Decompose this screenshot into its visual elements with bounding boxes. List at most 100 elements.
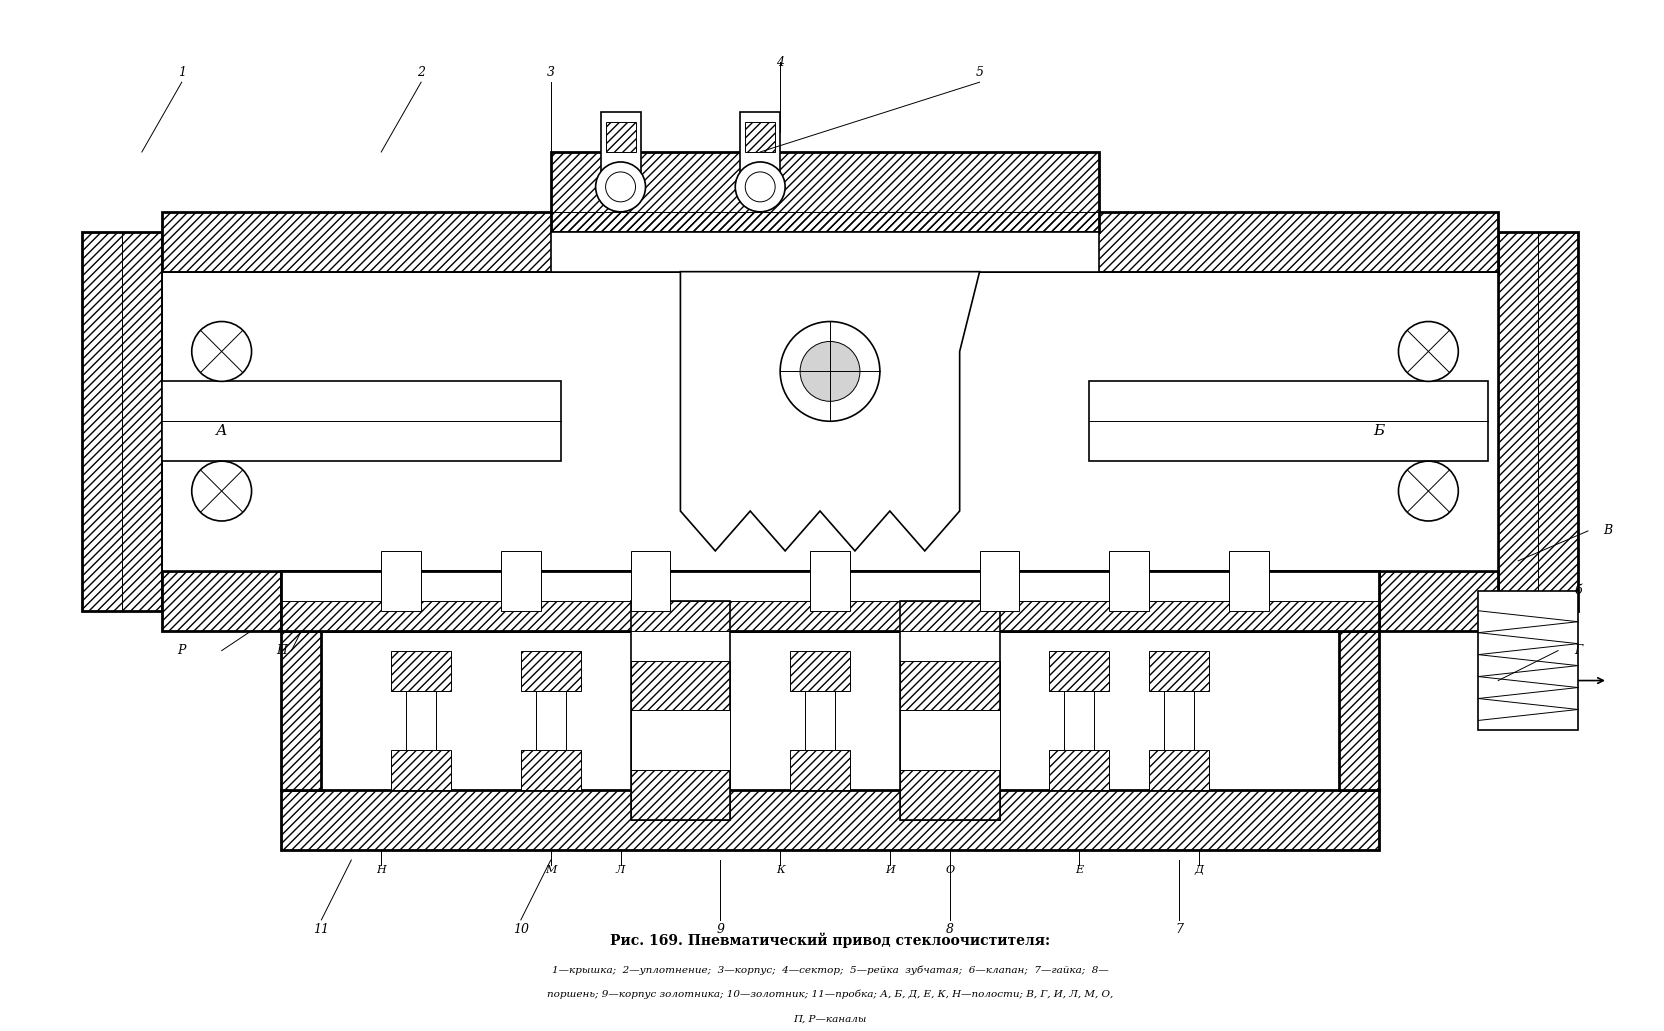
Bar (651, 751, 711, 790)
Text: Г: Г (1572, 644, 1581, 657)
Bar (651, 651, 711, 691)
Bar (551, 152, 1098, 232)
Bar (666, 691, 696, 751)
Text: О: О (945, 865, 953, 875)
Bar (161, 571, 1498, 631)
Text: Р: Р (178, 644, 186, 657)
Text: Б: Б (1373, 424, 1383, 438)
Polygon shape (681, 271, 978, 551)
Bar (919, 651, 978, 691)
Text: Рис. 169. Пневматический привод стеклоочистителя:: Рис. 169. Пневматический привод стеклооч… (609, 932, 1050, 947)
Bar (391, 751, 451, 790)
Bar (391, 651, 451, 691)
Bar (631, 601, 730, 821)
Text: Л: Л (616, 865, 624, 875)
Bar (1163, 691, 1193, 751)
Bar (790, 651, 849, 691)
Bar (601, 112, 641, 172)
Bar (281, 571, 1378, 631)
Bar (281, 790, 1378, 851)
Bar (1048, 751, 1108, 790)
Text: П, Р—каналы: П, Р—каналы (792, 1016, 867, 1024)
Bar (1088, 381, 1488, 461)
Bar (1478, 591, 1577, 730)
Bar (161, 571, 1498, 631)
Text: 4: 4 (775, 56, 784, 69)
Bar (82, 232, 121, 610)
Circle shape (1398, 322, 1458, 381)
Bar (536, 691, 566, 751)
Bar (1338, 631, 1378, 790)
Bar (1108, 551, 1148, 610)
Bar (521, 651, 581, 691)
Bar (281, 631, 321, 790)
Text: 11: 11 (313, 924, 329, 936)
Bar (805, 691, 834, 751)
Bar (899, 661, 998, 710)
Text: 10: 10 (513, 924, 529, 936)
Text: 8: 8 (945, 924, 953, 936)
Bar (551, 152, 1098, 232)
Text: поршень; 9—корпус золотника; 10—золотник; 11—пробка; А, Б, Д, Е, К, Н—полости; В: поршень; 9—корпус золотника; 10—золотник… (546, 990, 1113, 999)
Circle shape (1398, 461, 1458, 521)
Bar (281, 631, 321, 790)
Text: К: К (775, 865, 784, 875)
Bar (1498, 232, 1577, 610)
Bar (790, 751, 849, 790)
Bar (521, 751, 581, 790)
Text: Д: Д (1193, 865, 1203, 875)
Bar (501, 551, 541, 610)
Bar (281, 790, 1378, 851)
Bar (1148, 751, 1208, 790)
Bar (161, 271, 1498, 571)
Text: Н: Н (376, 865, 386, 875)
Text: В: В (1602, 525, 1611, 537)
Bar (631, 770, 730, 821)
Bar (899, 770, 998, 821)
Bar (740, 112, 780, 172)
Bar (281, 601, 1378, 631)
Bar (978, 551, 1018, 610)
Text: 3: 3 (546, 66, 554, 78)
Text: 1: 1 (178, 66, 186, 78)
Text: 1—крышка;  2—уплотнение;  3—корпус;  4—сектор;  5—рейка  зубчатая;  6—клапан;  7: 1—крышка; 2—уплотнение; 3—корпус; 4—сект… (551, 965, 1108, 974)
Text: 5: 5 (975, 66, 983, 78)
Bar (631, 661, 730, 710)
Bar (899, 601, 998, 821)
Bar (1498, 232, 1538, 610)
Bar (121, 232, 161, 610)
Text: 9: 9 (716, 924, 724, 936)
Bar (1148, 651, 1208, 691)
Bar (934, 691, 963, 751)
Text: М: М (544, 865, 556, 875)
Bar (161, 211, 1498, 271)
Bar (281, 571, 1378, 631)
Bar (551, 232, 1098, 271)
Bar (161, 211, 1498, 271)
Bar (82, 232, 161, 610)
Circle shape (191, 322, 251, 381)
Bar (1338, 631, 1378, 790)
Text: Е: Е (1075, 865, 1083, 875)
Bar (899, 710, 998, 770)
Bar (161, 381, 561, 461)
Bar (1048, 651, 1108, 691)
Bar (1538, 232, 1577, 610)
Bar (1228, 551, 1268, 610)
Circle shape (606, 172, 636, 202)
Bar (919, 751, 978, 790)
Bar (810, 551, 849, 610)
Text: 7: 7 (1175, 924, 1183, 936)
Bar (745, 122, 775, 152)
Circle shape (780, 322, 879, 422)
Text: б: б (1572, 585, 1581, 597)
Bar (631, 710, 730, 770)
Circle shape (191, 461, 251, 521)
Text: И: И (885, 865, 894, 875)
Bar (1063, 691, 1093, 751)
Text: А: А (216, 424, 228, 438)
Text: 2: 2 (418, 66, 424, 78)
Bar (281, 571, 1378, 631)
Text: П: П (276, 644, 286, 657)
Circle shape (596, 162, 646, 211)
